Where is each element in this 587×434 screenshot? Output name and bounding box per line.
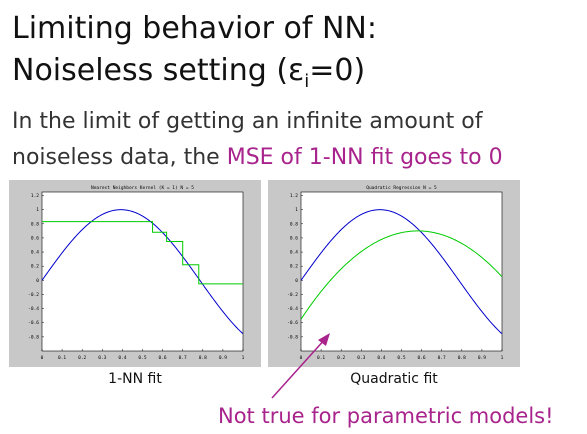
note-text: Not true for parametric models! (218, 404, 554, 428)
arrow-line (272, 338, 326, 398)
